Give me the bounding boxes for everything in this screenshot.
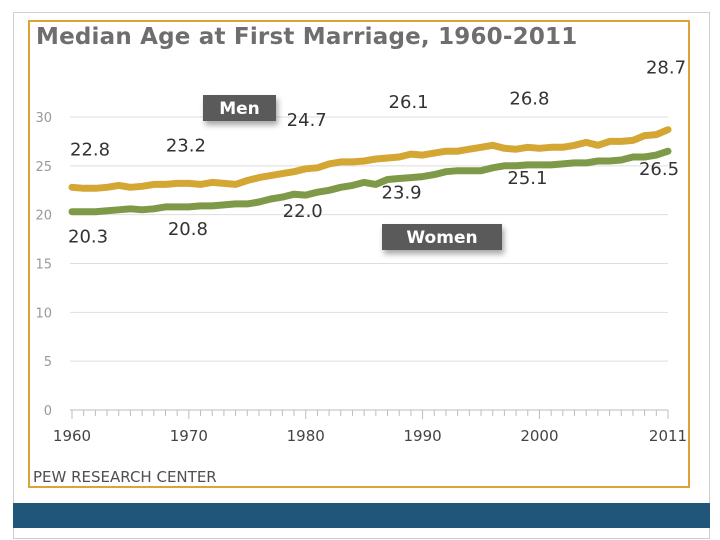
legend-box-women [382, 224, 502, 250]
y-tick-label: 5 [44, 355, 52, 370]
y-tick-label: 15 [35, 258, 52, 273]
data-label-women: 20.8 [168, 219, 208, 240]
x-tick-label: 1970 [170, 427, 208, 445]
data-label-men: 26.1 [389, 92, 429, 113]
series-line-men [68, 126, 672, 192]
data-label-men: 26.8 [509, 88, 549, 109]
legend-label-men: Men [219, 99, 260, 119]
data-label-men: 22.8 [70, 139, 110, 160]
slide-frame [13, 12, 710, 539]
y-tick-label: 0 [44, 404, 52, 419]
data-label-men: 24.7 [287, 110, 327, 131]
data-label-men: 28.7 [646, 58, 686, 79]
x-tick-label: 2011 [649, 427, 687, 445]
y-tick-label: 30 [35, 111, 52, 126]
x-tick-label: 1980 [287, 427, 325, 445]
x-tick-label: 1960 [53, 427, 91, 445]
data-label-men: 23.2 [166, 135, 206, 156]
slide-footer-bar [13, 503, 710, 528]
y-tick-label: 10 [35, 306, 52, 321]
series-line-women [68, 147, 672, 216]
source-credit: PEW RESEARCH CENTER [33, 468, 217, 486]
legend-men: Men [203, 95, 276, 121]
legend-box-men [203, 95, 276, 121]
y-tick-label: 20 [35, 209, 52, 224]
chart-title: Median Age at First Marriage, 1960-2011 [36, 24, 578, 50]
legend-label-women: Women [406, 228, 477, 248]
y-tick-label: 25 [35, 160, 52, 175]
x-tick-label: 2000 [520, 427, 558, 445]
data-label-women: 20.3 [68, 227, 108, 248]
data-label-women: 25.1 [507, 168, 547, 189]
x-tick-label: 1990 [403, 427, 441, 445]
data-label-women: 26.5 [639, 159, 679, 180]
legend-women: Women [382, 224, 502, 250]
data-label-women: 22.0 [283, 201, 323, 222]
data-label-women: 23.9 [382, 183, 422, 204]
